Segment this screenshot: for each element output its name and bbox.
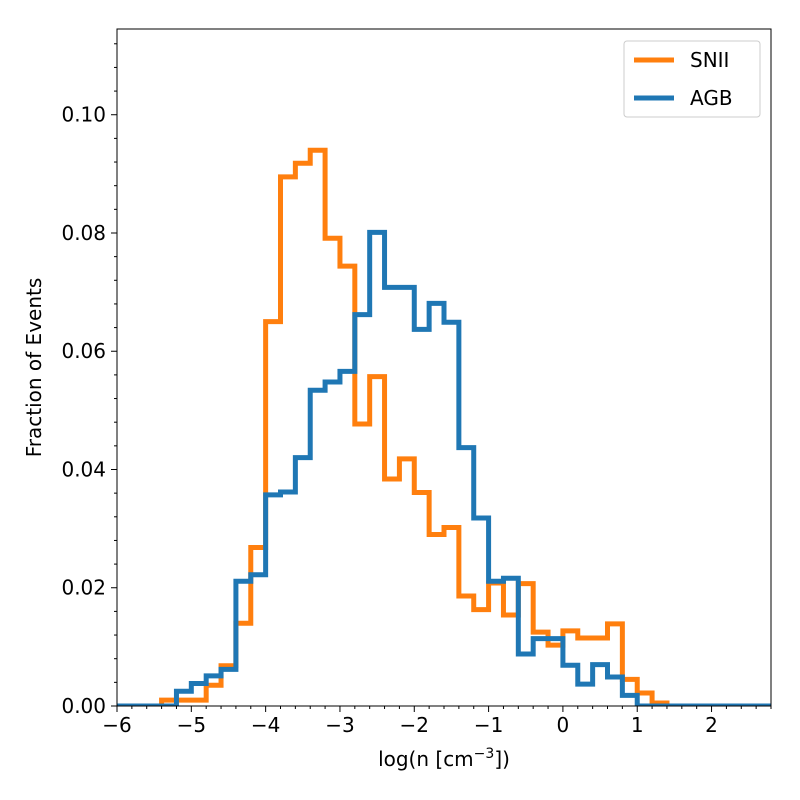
x-tick-label: −6 — [102, 713, 131, 737]
y-tick-label: 0.08 — [61, 221, 106, 245]
legend: SNII AGB — [623, 40, 761, 118]
x-tick-label: −5 — [177, 713, 206, 737]
series-agb-line — [117, 229, 771, 706]
y-tick-label: 0.04 — [61, 457, 106, 481]
x-tick-label: −4 — [251, 713, 280, 737]
y-axis-label: Fraction of Events — [22, 278, 46, 458]
x-axis: −6 −5 −4 −3 −2 −1 0 1 2 — [102, 706, 772, 737]
x-tick-label: −1 — [474, 713, 503, 737]
y-tick-label: 0.00 — [61, 694, 106, 718]
series-layer — [117, 147, 771, 706]
x-tick-label: 2 — [705, 713, 718, 737]
legend-label-agb: AGB — [690, 86, 733, 110]
x-tick-label: −3 — [325, 713, 354, 737]
x-tick-label: 1 — [631, 713, 644, 737]
series-snii-line — [117, 147, 771, 706]
x-tick-label: 0 — [557, 713, 570, 737]
x-axis-label: log(n [cm−3]) — [378, 746, 510, 771]
legend-label-snii: SNII — [690, 48, 729, 72]
y-tick-label: 0.10 — [61, 103, 106, 127]
plot-frame — [116, 28, 772, 707]
y-axis: 0.00 0.02 0.04 0.06 0.08 0.10 — [61, 43, 117, 718]
x-tick-label: −2 — [400, 713, 429, 737]
y-tick-label: 0.06 — [61, 339, 106, 363]
y-tick-label: 0.02 — [61, 576, 106, 600]
